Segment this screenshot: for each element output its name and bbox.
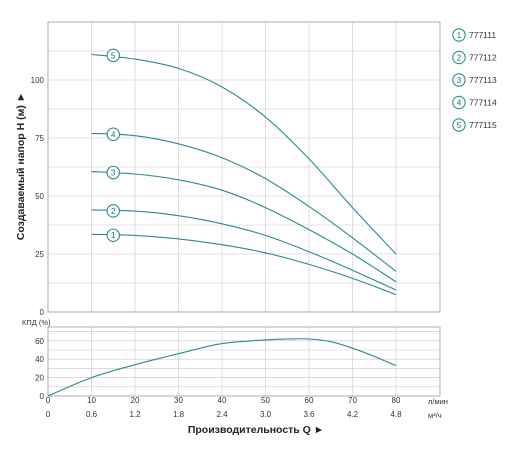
curve-badges: 1 2 3 4 5	[106, 48, 121, 242]
head-y-tick-labels: 0 25 50 75 100	[31, 76, 45, 317]
legend-badge-number: 1	[457, 31, 462, 40]
head-y-tick-label: 75	[35, 134, 44, 143]
flow-axis-title: Производительность Q ►	[188, 424, 324, 436]
curve-badge-4: 4	[106, 127, 121, 142]
flow-x-tick-label-m3h: 3.6	[303, 410, 315, 419]
flow-x-tick-label-m3h: 4.2	[347, 410, 359, 419]
efficiency-y-tick-label: 40	[35, 355, 44, 364]
efficiency-y-tick-label: 60	[35, 337, 44, 346]
head-chart-frame	[47, 21, 441, 313]
legend-badge-number: 3	[457, 76, 462, 85]
flow-x-tick-label-m3h: 2.4	[216, 410, 228, 419]
head-curve-1	[91, 233, 397, 296]
efficiency-axis-title: КПД (%)	[22, 318, 51, 327]
head-curve-2	[91, 209, 397, 291]
curve-badge-3: 3	[106, 165, 121, 180]
curve-badge-1: 1	[106, 228, 121, 242]
head-curve-3	[91, 171, 397, 283]
curve-badge-circle	[106, 165, 121, 180]
legend-label: 777111	[469, 30, 496, 40]
legend-badge-circle	[452, 50, 466, 65]
flow-x-tick-label-lpm: 20	[131, 396, 140, 405]
head-curve-4	[91, 132, 397, 272]
flow-x-tick-label-lpm: 0	[46, 396, 51, 405]
legend-label: 777114	[469, 98, 497, 108]
legend-badge-number: 2	[457, 54, 462, 63]
head-y-tick-label: 100	[31, 76, 45, 85]
efficiency-y-tick-labels: 0 20 40 60	[35, 337, 44, 401]
curve-badge-circle	[106, 127, 121, 142]
flow-x-tick-label-m3h: 1.2	[129, 410, 141, 419]
legend-label: 777112	[469, 53, 497, 63]
flow-x-tick-label-m3h: 4.8	[390, 410, 402, 419]
head-y-tick-label: 25	[35, 250, 44, 259]
flow-x-tick-label-m3h: 0.6	[86, 410, 98, 419]
efficiency-curve	[47, 338, 397, 397]
flow-unit-m3h: м³/ч	[428, 411, 442, 420]
curve-badge-circle	[106, 48, 121, 63]
efficiency-curves	[47, 338, 397, 397]
curve-badge-circle	[106, 228, 121, 242]
curve-badge-number: 2	[111, 207, 116, 216]
legend-badge-circle	[452, 118, 466, 132]
flow-x-tick-label-lpm: 60	[305, 396, 314, 405]
head-y-tick-label: 0	[40, 308, 45, 317]
flow-x-tick-label-lpm: 80	[392, 396, 401, 405]
flow-x-tick-label-m3h: 1.8	[173, 410, 185, 419]
flow-unit-lpm: л/мин	[428, 397, 448, 406]
flow-x-tick-label-m3h: 3.0	[260, 410, 272, 419]
flow-x-tick-label-lpm: 30	[174, 396, 183, 405]
legend-badge-number: 4	[457, 99, 462, 108]
curve-badge-2: 2	[106, 204, 121, 218]
efficiency-y-tick-label: 20	[35, 374, 44, 383]
legend-item-4: 4 777114	[452, 95, 497, 110]
legend: 1 777111 2 777112 3 777113 4 777114 5 777115	[452, 28, 497, 132]
legend-item-5: 5 777115	[452, 118, 497, 132]
flow-x-tick-label-m3h: 0	[46, 410, 51, 419]
legend-badge-number: 5	[457, 121, 462, 130]
legend-badge-circle	[452, 28, 466, 42]
flow-x-tick-label-lpm: 70	[348, 396, 357, 405]
curve-badge-5: 5	[106, 48, 121, 63]
curve-badge-number: 3	[111, 169, 116, 178]
head-axis-title: Создаваемый напор H (м) ►	[15, 92, 27, 240]
legend-item-1: 1 777111	[452, 28, 496, 42]
legend-item-3: 3 777113	[452, 73, 497, 87]
efficiency-chart-grid	[47, 327, 440, 396]
flow-x-tick-label-lpm: 10	[87, 396, 96, 405]
legend-badge-circle	[452, 95, 466, 110]
curve-badge-circle	[106, 204, 121, 218]
curve-badge-number: 1	[111, 231, 116, 240]
flow-x-tick-labels: 0 0 10 0.6 20 1.2 30 1.8 40 2.4 50 3.0 60 3.6 70 4.2 80 4…	[46, 396, 402, 419]
head-y-tick-label: 50	[35, 192, 44, 201]
legend-item-2: 2 777112	[452, 50, 497, 65]
flow-x-tick-label-lpm: 40	[218, 396, 227, 405]
legend-label: 777113	[469, 75, 497, 85]
head-curves	[91, 53, 397, 296]
curve-badge-number: 5	[111, 51, 116, 60]
head-curve-5	[91, 53, 397, 255]
flow-x-tick-label-lpm: 50	[261, 396, 270, 405]
efficiency-y-tick-label: 0	[40, 392, 45, 401]
curve-badge-number: 4	[111, 130, 116, 139]
legend-label: 777115	[469, 120, 497, 130]
efficiency-chart-frame	[47, 326, 441, 397]
legend-badge-circle	[452, 73, 466, 87]
